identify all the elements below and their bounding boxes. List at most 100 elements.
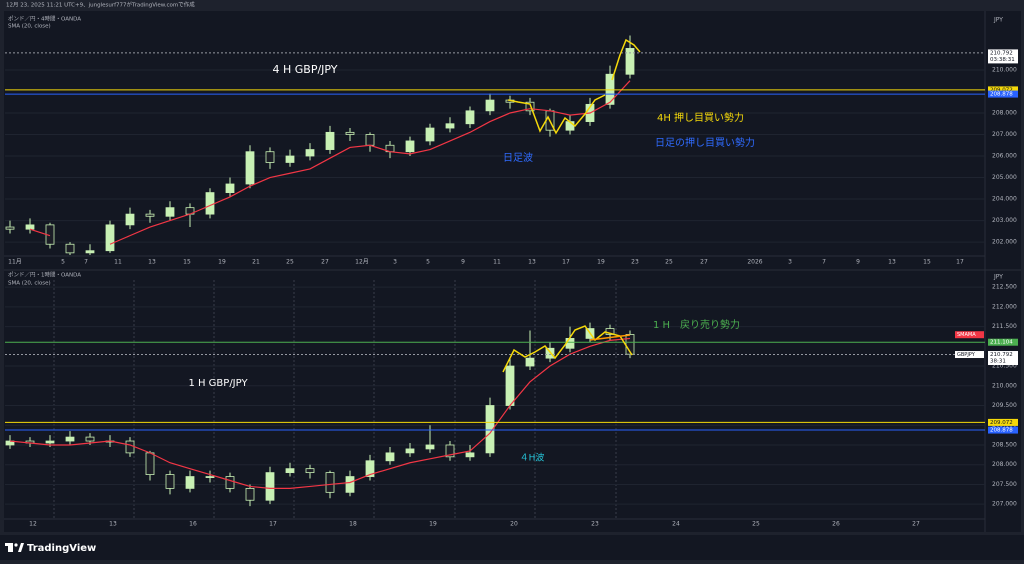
x-tick-label: 12	[29, 521, 37, 528]
annotation: 4 H GBP/JPY	[272, 63, 337, 76]
annotation: ４H波	[520, 452, 545, 464]
candle-body	[505, 365, 515, 406]
candle-body	[85, 250, 95, 254]
candle-body	[145, 213, 155, 217]
y-tick-label: 210.000	[992, 66, 1017, 73]
level-tag: SMAMA	[957, 332, 976, 338]
candle-body	[225, 183, 235, 193]
price-tag-box	[988, 338, 1018, 346]
x-tick-label: 5	[426, 259, 430, 266]
x-tick-label: 16	[189, 521, 197, 528]
candle-body	[165, 207, 175, 217]
level-tag-box	[955, 331, 984, 339]
candle-body	[245, 151, 255, 185]
x-tick-label: 15	[923, 259, 931, 266]
x-tick-label: 13	[148, 259, 156, 266]
y-tick-label: 205.000	[992, 174, 1017, 181]
drawing-bottom-line	[589, 334, 631, 341]
x-tick-label: 15	[183, 259, 191, 266]
x-tick-label: 3	[393, 259, 397, 266]
price-tag-box	[988, 49, 1018, 64]
y-tick-label: 212.000	[992, 303, 1017, 310]
panel-title: ポンド／円・1時間・OANDA	[8, 271, 81, 279]
x-tick-label: 25	[752, 521, 760, 528]
candle-body	[205, 476, 215, 478]
candle-body	[125, 213, 135, 226]
candle-body	[185, 476, 195, 489]
brand-name: TradingView	[27, 543, 96, 554]
y-tick-label: 210.000	[992, 382, 1017, 389]
candle-body	[465, 110, 475, 125]
price-tag-countdown: 03:38:31	[990, 57, 1015, 63]
footer	[0, 535, 1024, 560]
x-tick-label: 24	[672, 521, 680, 528]
x-tick-label: 2026	[747, 259, 762, 266]
candle-body	[85, 436, 95, 442]
x-tick-label: 19	[597, 259, 605, 266]
candle-body	[445, 123, 455, 129]
y-tick-label: 207.000	[992, 131, 1017, 138]
candle-body	[405, 140, 415, 153]
x-tick-label: 13	[528, 259, 536, 266]
candle-body	[325, 472, 335, 493]
candle-body	[365, 460, 375, 477]
price-tag-box	[988, 418, 1018, 426]
indicator-label: SMA (20, close)	[8, 24, 51, 30]
header-caption: 12月 23, 2025 11:21 UTC+9、junglesurf777がT…	[6, 1, 195, 9]
x-tick-label: 17	[956, 259, 964, 266]
x-tick-label: 5	[61, 259, 65, 266]
candle-body	[405, 448, 415, 454]
drawing-top-wave	[611, 38, 641, 81]
x-tick-label: 19	[218, 259, 226, 266]
price-tag-countdown: 38:31	[990, 359, 1006, 365]
x-tick-label: 9	[856, 259, 860, 266]
x-tick-label: 20	[510, 521, 518, 528]
x-tick-label: 27	[912, 521, 920, 528]
currency-label: JPY	[993, 17, 1003, 24]
y-tick-label: 207.500	[992, 481, 1017, 488]
candle-body	[425, 444, 435, 450]
candle-body	[605, 73, 615, 105]
candle-body	[5, 226, 15, 230]
candle-body	[305, 468, 315, 474]
candle-body	[465, 452, 475, 458]
annotation: 日足波	[503, 151, 533, 164]
x-tick-label: 21	[252, 259, 260, 266]
level-tag: GBPJPY	[957, 352, 976, 358]
x-tick-label: 3	[788, 259, 792, 266]
x-tick-label: 23	[631, 259, 639, 266]
price-tag-box	[988, 351, 1018, 366]
candle-body	[445, 444, 455, 458]
sma-line	[9, 337, 631, 489]
y-tick-label: 207.000	[992, 501, 1017, 508]
x-tick-label: 11月	[8, 259, 22, 266]
y-tick-label: 202.000	[992, 239, 1017, 246]
price-tag: 210.792	[990, 352, 1013, 358]
candle-body	[205, 192, 215, 215]
x-tick-label: 13	[109, 521, 117, 528]
x-tick-label: 17	[269, 521, 277, 528]
y-tick-label: 208.000	[992, 109, 1017, 116]
sma-line	[29, 80, 631, 245]
candle-body	[45, 440, 55, 444]
y-tick-label: 210.500	[992, 363, 1017, 370]
price-tag: 210.792	[990, 50, 1013, 56]
candle-body	[485, 405, 495, 454]
annotation: 日足の押し目買い勢力	[655, 136, 755, 149]
x-tick-label: 26	[832, 521, 840, 528]
candle-body	[325, 131, 335, 150]
x-tick-label: 25	[286, 259, 294, 266]
candle-body	[485, 99, 495, 112]
price-tag: 211.104	[990, 340, 1013, 346]
currency-label: JPY	[993, 274, 1003, 281]
price-tag: 209.072	[990, 87, 1013, 93]
candle-body	[365, 134, 375, 146]
x-tick-label: 9	[461, 259, 465, 266]
candle-body	[65, 243, 75, 254]
y-tick-label: 208.500	[992, 441, 1017, 448]
y-tick-label: 209.500	[992, 402, 1017, 409]
annotation: 1 H GBP/JPY	[188, 378, 248, 389]
candle-body	[265, 472, 275, 501]
